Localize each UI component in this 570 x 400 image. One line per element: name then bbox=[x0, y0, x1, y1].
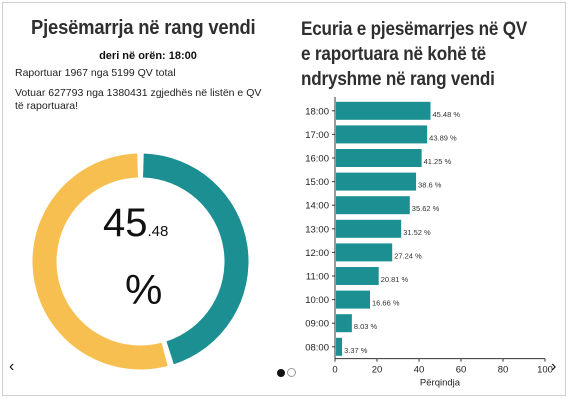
data-label: 45.48 % bbox=[433, 110, 461, 119]
data-label: 27.24 % bbox=[394, 251, 422, 260]
bar bbox=[336, 196, 410, 215]
bar bbox=[336, 149, 422, 167]
y-tick-label: 17:00 bbox=[305, 130, 329, 141]
turnout-bar-chart: 18:00 45.48 % 17:00 43.89 % 16:00 41.25 % 15:0… bbox=[305, 97, 553, 388]
next-arrow-icon[interactable]: › bbox=[551, 358, 557, 375]
reported-stats: Raportuar 1967 nga 5199 QV total bbox=[15, 67, 176, 79]
turnout-donut bbox=[32, 153, 249, 370]
data-label: 20.81 % bbox=[381, 275, 409, 284]
y-tick-label: 15:00 bbox=[305, 177, 329, 188]
x-axis-title: Përqindja bbox=[420, 378, 461, 388]
bar bbox=[336, 337, 343, 356]
x-tick-label: 20 bbox=[372, 365, 383, 376]
percent-sign: % bbox=[125, 266, 163, 313]
bar bbox=[336, 172, 417, 191]
y-tick-label: 08:00 bbox=[305, 342, 329, 353]
y-tick-label: 16:00 bbox=[305, 154, 329, 165]
x-tick-label: 100 bbox=[537, 365, 553, 376]
widget-frame: Pjesëmarrja në rang vendi deri në orën: … bbox=[2, 2, 566, 396]
bar bbox=[336, 101, 431, 120]
voted-stats: Votuar 627793 nga 1380431 zgjedhës në li… bbox=[15, 87, 262, 112]
data-label: 35.62 % bbox=[412, 204, 440, 213]
x-tick-label: 40 bbox=[414, 365, 425, 376]
data-label: 38.6 % bbox=[418, 181, 442, 190]
x-tick-label: 0 bbox=[332, 365, 337, 376]
data-label: 41.25 % bbox=[424, 157, 452, 166]
y-tick-label: 18:00 bbox=[305, 106, 329, 117]
carousel-dots bbox=[277, 364, 298, 382]
y-tick-label: 13:00 bbox=[305, 224, 329, 235]
bar bbox=[336, 219, 402, 238]
turnout-percent-int: 45 bbox=[103, 201, 148, 245]
left-panel-title: Pjesëmarrja në rang vendi bbox=[31, 17, 256, 39]
bar bbox=[336, 125, 428, 144]
bar bbox=[336, 243, 393, 262]
y-tick-label: 11:00 bbox=[306, 272, 329, 283]
prev-arrow-icon[interactable]: ‹ bbox=[9, 358, 15, 375]
donut-filled-segment bbox=[143, 153, 249, 365]
donut-remaining-segment bbox=[32, 153, 168, 370]
x-tick-label: 80 bbox=[498, 365, 509, 376]
turnout-percent: 45.48 bbox=[103, 201, 168, 246]
data-label: 31.52 % bbox=[403, 228, 431, 237]
carousel-dot-inactive[interactable] bbox=[287, 368, 296, 377]
data-label: 8.03 % bbox=[354, 322, 378, 331]
turnout-percent-dec: .48 bbox=[147, 223, 169, 240]
y-tick-label: 10:00 bbox=[305, 295, 329, 306]
y-tick-label: 12:00 bbox=[305, 248, 329, 259]
time-label: deri në orën: 18:00 bbox=[99, 50, 197, 62]
bar bbox=[336, 267, 379, 285]
carousel-dot-active[interactable] bbox=[277, 369, 285, 377]
y-tick-label: 14:00 bbox=[305, 201, 329, 212]
data-label: 43.89 % bbox=[429, 133, 457, 142]
y-tick-label: 09:00 bbox=[305, 319, 329, 330]
data-label: 16.66 % bbox=[372, 299, 400, 308]
right-panel-title: Ecuria e pjesëmarrjes në QV e raportuara… bbox=[301, 19, 528, 90]
bar bbox=[336, 290, 370, 309]
bar bbox=[336, 314, 352, 333]
data-label: 3.37 % bbox=[344, 346, 368, 355]
x-tick-label: 60 bbox=[456, 365, 467, 376]
